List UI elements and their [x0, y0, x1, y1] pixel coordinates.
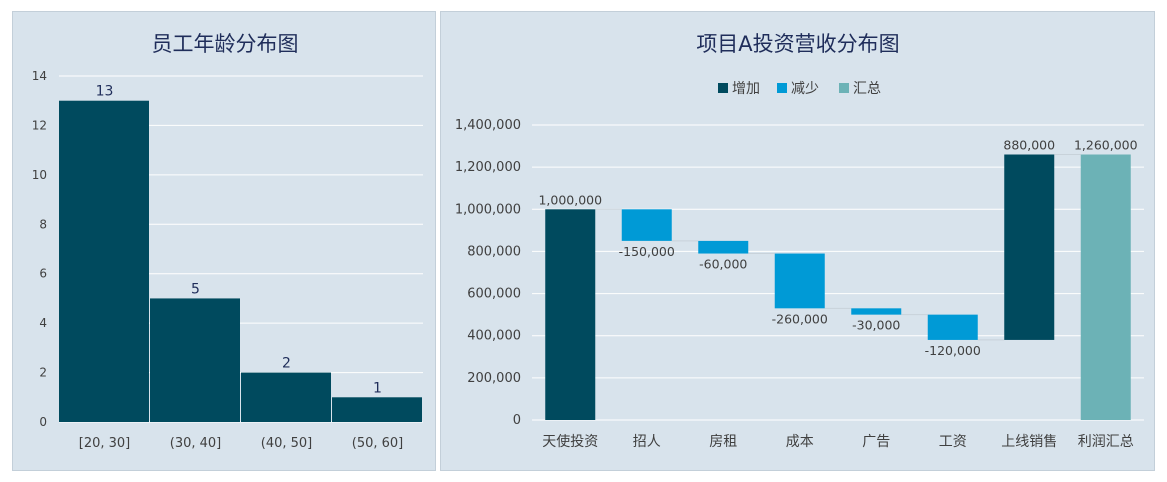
waterfall-bar-increase: [545, 209, 596, 420]
legend-item-1: 减少: [777, 81, 819, 97]
waterfall-bar-decrease: [927, 314, 978, 340]
age-distribution-chart-panel: 员工年龄分布图 0 2 4 6 8 10 12 14 13 5 2 1 [20, 30] (30, 4…: [12, 11, 436, 471]
y-tick-label: 200,000: [467, 371, 521, 386]
age-bar: [241, 372, 331, 422]
y-tick-label: 6: [39, 267, 47, 281]
y-tick-label: 4: [39, 316, 47, 330]
x-tick-label: 上线销售: [1001, 434, 1057, 450]
x-tick-label: 广告: [862, 434, 890, 450]
bar-data-label: -260,000: [772, 311, 828, 326]
legend-label: 减少: [791, 81, 819, 97]
y-tick-label: 0: [39, 415, 47, 429]
investment-waterfall-chart: 项目A投资营收分布图 增加 减少 汇总 0 200,000 400,000 600,000…: [455, 32, 1144, 450]
investment-waterfall-chart-panel: 项目A投资营收分布图 增加 减少 汇总 0 200,000 400,000 600,000…: [440, 11, 1155, 471]
y-tick-label: 800,000: [467, 244, 521, 259]
waterfall-bar-decrease: [774, 253, 825, 309]
y-tick-label: 12: [32, 118, 47, 132]
y-tick-label: 10: [32, 168, 47, 182]
legend-item-0: 增加: [718, 81, 760, 97]
y-tick-label: 1,400,000: [455, 118, 521, 133]
age-bar: [59, 100, 149, 422]
x-tick-label: 成本: [786, 434, 814, 450]
bar-data-label: 13: [96, 84, 114, 100]
bar-data-label: 1,260,000: [1074, 138, 1138, 153]
y-tick-label: 2: [39, 366, 47, 380]
chart-title-investment: 项目A投资营收分布图: [696, 32, 899, 56]
waterfall-bar-decrease: [621, 209, 672, 241]
x-tick-label: (50, 60]: [352, 436, 404, 451]
age-bar: [332, 397, 422, 422]
chart-title-age: 员工年龄分布图: [152, 32, 299, 56]
waterfall-bar-decrease: [698, 240, 749, 254]
y-tick-label: 0: [513, 413, 521, 428]
y-tick-label: 8: [39, 217, 47, 231]
bar-data-label: 880,000: [1003, 138, 1055, 153]
bar-data-label: 2: [282, 356, 291, 372]
age-bar: [150, 298, 240, 422]
x-tick-label: 房租: [709, 434, 737, 450]
y-tick-label: 14: [32, 69, 47, 83]
bar-data-label: -120,000: [925, 343, 981, 358]
y-tick-label: 600,000: [467, 287, 521, 302]
x-tick-label: 利润汇总: [1078, 434, 1134, 450]
x-tick-label: 天使投资: [542, 433, 598, 450]
bar-data-label: -30,000: [852, 318, 900, 333]
waterfall-bar-increase: [1004, 154, 1055, 340]
waterfall-bar-total: [1080, 154, 1131, 420]
bar-data-label: -150,000: [619, 244, 675, 259]
bar-data-label: 5: [191, 281, 200, 297]
legend-label: 增加: [732, 81, 760, 97]
legend-swatch: [839, 83, 849, 93]
x-tick-label: [20, 30]: [79, 436, 131, 451]
legend-label: 汇总: [853, 81, 881, 97]
x-tick-label: (30, 40]: [170, 436, 222, 451]
bar-data-label: 1,000,000: [538, 192, 602, 207]
y-tick-label: 1,200,000: [455, 160, 521, 175]
y-tick-label: 1,000,000: [455, 202, 521, 217]
age-distribution-chart: 员工年龄分布图 0 2 4 6 8 10 12 14 13 5 2 1 [20, 30] (30, 4…: [32, 32, 423, 451]
legend-item-2: 汇总: [839, 81, 881, 97]
waterfall-bar-decrease: [851, 308, 902, 315]
bar-data-label: 1: [373, 380, 382, 396]
y-tick-label: 400,000: [467, 329, 521, 344]
bar-data-label: -60,000: [699, 257, 747, 272]
x-tick-label: 工资: [939, 434, 967, 450]
legend-swatch: [718, 83, 728, 93]
legend-swatch: [777, 83, 787, 93]
x-tick-label: 招人: [633, 434, 661, 450]
x-tick-label: (40, 50]: [261, 436, 313, 451]
